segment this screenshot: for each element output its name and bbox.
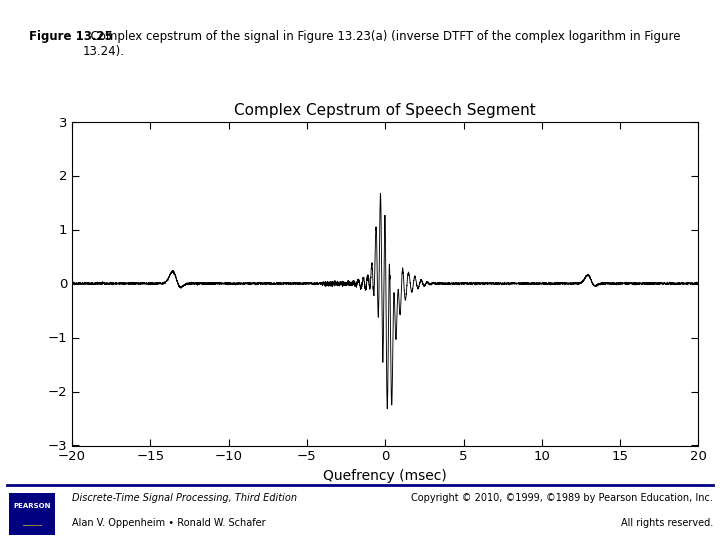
Text: PEARSON: PEARSON: [14, 503, 51, 509]
Title: Complex Cepstrum of Speech Segment: Complex Cepstrum of Speech Segment: [234, 103, 536, 118]
Text: All rights reserved.: All rights reserved.: [621, 518, 713, 528]
FancyBboxPatch shape: [9, 493, 55, 535]
Text: Complex cepstrum of the signal in Figure 13.23(a) (inverse DTFT of the complex l: Complex cepstrum of the signal in Figure…: [83, 30, 680, 58]
Text: ───────: ───────: [22, 522, 42, 527]
Text: Copyright © 2010, ©1999, ©1989 by Pearson Education, Inc.: Copyright © 2010, ©1999, ©1989 by Pearso…: [411, 493, 713, 503]
Text: Discrete-Time Signal Processing, Third Edition: Discrete-Time Signal Processing, Third E…: [72, 493, 297, 503]
X-axis label: Quefrency (msec): Quefrency (msec): [323, 469, 447, 483]
Text: Alan V. Oppenheim • Ronald W. Schafer: Alan V. Oppenheim • Ronald W. Schafer: [72, 518, 266, 528]
Text: Figure 13.25: Figure 13.25: [29, 30, 112, 43]
